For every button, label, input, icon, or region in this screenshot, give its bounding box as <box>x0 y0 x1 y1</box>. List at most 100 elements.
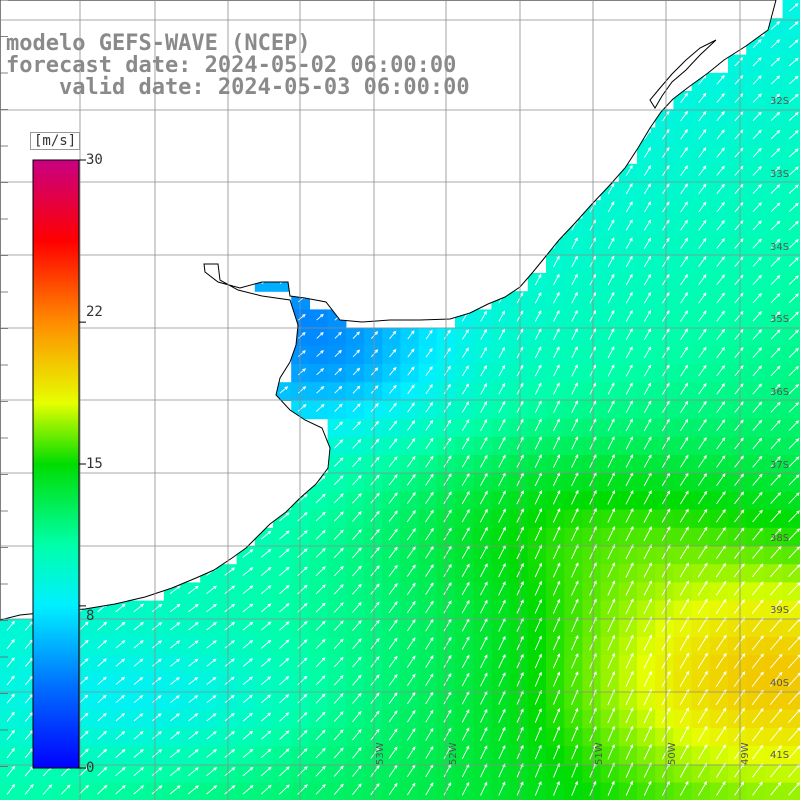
wind-arrow <box>534 273 542 286</box>
wind-arrow <box>680 201 688 213</box>
wind-arrow <box>352 331 360 339</box>
wind-arrow <box>388 619 398 632</box>
wind-arrow <box>607 273 615 286</box>
wind-arrow <box>607 183 615 195</box>
wind-arrow <box>352 583 362 595</box>
wind-arrow <box>278 784 290 795</box>
wind-arrow <box>625 670 634 687</box>
wind-arrow <box>297 730 308 741</box>
wind-arrow <box>770 202 781 213</box>
wind-arrow <box>553 255 560 268</box>
wind-arrow <box>552 598 561 614</box>
wind-arrow <box>406 509 416 523</box>
wind-arrow <box>715 598 727 614</box>
wind-arrow <box>571 346 578 359</box>
wind-arrow <box>42 784 53 795</box>
wind-arrow <box>698 346 707 359</box>
wind-arrow <box>534 562 543 578</box>
wind-arrow <box>625 580 634 596</box>
wind-arrow <box>443 782 452 796</box>
wind-arrow <box>770 509 782 523</box>
wind-arrow <box>388 601 398 614</box>
wind-arrow <box>279 730 290 740</box>
wind-arrow <box>571 671 579 687</box>
wind-arrow <box>680 110 688 122</box>
wind-arrow <box>534 726 542 742</box>
wind-arrow <box>680 292 688 304</box>
wind-arrow <box>480 346 487 358</box>
wind-arrow <box>734 56 744 67</box>
wind-arrow <box>480 418 488 432</box>
wind-arrow <box>769 653 783 669</box>
wind-arrow <box>571 237 578 249</box>
wind-arrow <box>770 329 781 340</box>
wind-arrow <box>443 618 452 632</box>
wind-arrow <box>169 785 181 795</box>
wind-arrow <box>188 695 199 704</box>
wind-arrow <box>133 640 144 649</box>
wind-arrow <box>679 490 689 505</box>
wind-arrow <box>480 708 488 723</box>
wind-arrow <box>170 713 180 722</box>
wind-arrow <box>315 602 326 613</box>
wind-arrow <box>443 527 452 541</box>
wind-arrow <box>607 707 615 724</box>
wind-arrow <box>425 600 434 614</box>
lat-label: 32S <box>770 96 789 107</box>
wind-arrow <box>752 329 762 340</box>
wind-arrow <box>333 675 344 686</box>
wind-arrow <box>333 457 344 467</box>
wind-arrow <box>425 582 434 596</box>
wind-cell <box>764 382 784 401</box>
wind-arrow <box>625 418 633 432</box>
wind-arrow <box>788 311 800 322</box>
wind-arrow <box>734 111 744 122</box>
wind-arrow <box>206 603 218 613</box>
wind-arrow <box>571 598 579 614</box>
wind-cell <box>400 546 420 565</box>
wind-arrow <box>97 766 108 777</box>
wind-arrow <box>242 712 253 722</box>
wind-cell <box>400 364 420 383</box>
wind-arrow <box>425 618 434 632</box>
wind-cell <box>764 182 784 201</box>
wind-arrow <box>607 507 616 523</box>
wind-arrow <box>188 585 199 594</box>
wind-arrow <box>607 454 615 468</box>
wind-arrow <box>734 75 744 85</box>
wind-arrow <box>625 489 634 505</box>
wind-arrow <box>78 784 89 795</box>
wind-arrow <box>752 509 763 523</box>
wind-arrow <box>370 619 380 632</box>
lon-label: 52W <box>448 742 459 765</box>
wind-arrow <box>752 365 763 377</box>
wind-arrow <box>97 730 107 740</box>
wind-arrow <box>461 401 470 413</box>
wind-cell <box>382 327 401 347</box>
wind-arrow <box>151 622 163 631</box>
lat-label: 40S <box>770 678 789 689</box>
wind-arrow <box>571 273 578 286</box>
wind-arrow <box>425 745 434 759</box>
wind-arrow <box>752 129 762 140</box>
wind-arrow <box>770 401 781 413</box>
wind-arrow <box>643 201 652 213</box>
wind-arrow <box>734 310 744 322</box>
wind-arrow <box>752 311 762 322</box>
wind-arrow <box>333 747 344 759</box>
wind-arrow <box>388 655 398 668</box>
wind-cell <box>764 618 784 638</box>
wind-arrow <box>461 527 470 541</box>
wind-arrow <box>716 147 725 158</box>
wind-arrow <box>133 767 145 777</box>
wind-arrow <box>607 489 615 505</box>
wind-arrow <box>425 366 433 376</box>
wind-arrow <box>224 766 236 777</box>
wind-arrow <box>716 437 726 450</box>
wind-arrow <box>315 747 326 759</box>
wind-arrow <box>788 782 800 796</box>
wind-arrow <box>643 490 652 505</box>
wind-arrow <box>425 691 434 705</box>
wind-arrow <box>769 726 783 742</box>
wind-arrow <box>407 746 416 759</box>
